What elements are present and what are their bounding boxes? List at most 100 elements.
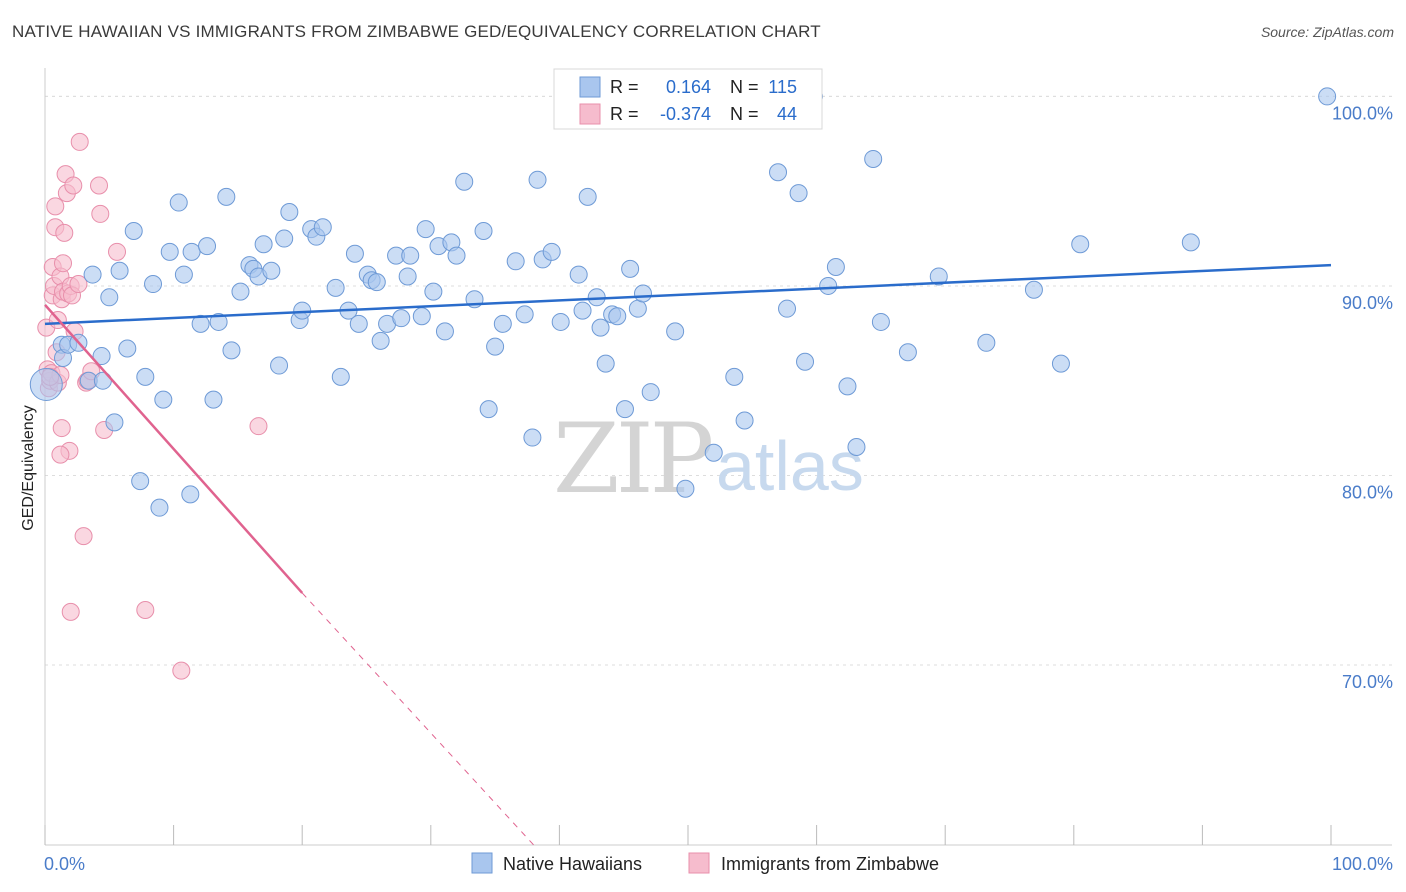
data-point-native-hawaiian	[100, 288, 119, 307]
data-point-native-hawaiian	[412, 307, 431, 326]
data-point-native-hawaiian	[401, 246, 420, 265]
data-point-native-hawaiian	[796, 352, 815, 371]
x-tick-label: 0.0%	[44, 854, 85, 874]
y-tick-label: 80.0%	[1342, 482, 1393, 502]
data-point-native-hawaiian	[83, 265, 102, 284]
data-point-native-hawaiian	[313, 218, 332, 237]
data-point-native-hawaiian	[1181, 233, 1200, 252]
data-point-native-hawaiian	[154, 390, 173, 409]
y-tick-label: 70.0%	[1342, 672, 1393, 692]
data-point-native-hawaiian	[270, 356, 289, 375]
data-point-native-hawaiian	[1024, 280, 1043, 299]
data-point-native-hawaiian	[735, 411, 754, 430]
data-point-native-hawaiian	[222, 341, 241, 360]
data-point-native-hawaiian	[398, 267, 417, 286]
data-point-zimbabwe	[74, 527, 93, 546]
data-point-native-hawaiian	[204, 390, 223, 409]
data-point-native-hawaiian	[666, 322, 685, 341]
data-point-native-hawaiian	[367, 273, 386, 292]
data-point-zimbabwe	[46, 197, 65, 216]
legend-n-value-1: 115	[768, 77, 797, 97]
data-point-native-hawaiian	[725, 367, 744, 386]
data-point-native-hawaiian	[124, 221, 143, 240]
data-point-native-hawaiian	[826, 257, 845, 276]
data-point-native-hawaiian	[569, 265, 588, 284]
data-point-native-hawaiian	[641, 383, 660, 402]
data-point-native-hawaiian	[551, 312, 570, 331]
data-point-native-hawaiian	[136, 367, 155, 386]
data-point-native-hawaiian	[254, 235, 273, 254]
data-point-native-hawaiian	[704, 443, 723, 462]
data-point-native-hawaiian	[275, 229, 294, 248]
stats-legend: R = 0.164 N = 115 R = -0.374 N = 44	[553, 68, 823, 130]
data-point-native-hawaiian	[182, 242, 201, 261]
legend-swatch-pink	[579, 103, 601, 125]
data-point-native-hawaiian	[191, 314, 210, 333]
data-point-native-hawaiian	[847, 438, 866, 457]
data-point-native-hawaiian	[144, 275, 163, 294]
data-point-native-hawaiian	[150, 498, 169, 517]
x-tick-label: 100.0%	[1332, 854, 1393, 874]
data-point-native-hawaiian	[977, 333, 996, 352]
data-point-zimbabwe	[249, 417, 268, 436]
data-point-native-hawaiian	[628, 299, 647, 318]
data-point-native-hawaiian	[871, 312, 890, 331]
data-point-native-hawaiian	[864, 149, 883, 168]
bottom-legend-label-1: Native Hawaiians	[503, 854, 642, 874]
data-point-zimbabwe	[136, 601, 155, 620]
data-point-zimbabwe	[64, 176, 83, 195]
trend-line-zimbabwe	[44, 304, 304, 594]
data-point-native-hawaiian	[217, 187, 236, 206]
legend-r-value-1: 0.164	[666, 77, 711, 97]
data-point-native-hawaiian	[819, 276, 838, 295]
data-point-native-hawaiian	[898, 343, 917, 362]
axes	[44, 68, 1392, 846]
watermark-zip: ZIP	[553, 403, 712, 515]
data-point-native-hawaiian	[326, 278, 345, 297]
data-point-zimbabwe	[51, 445, 70, 464]
data-point-zimbabwe	[70, 132, 89, 151]
data-point-native-hawaiian	[209, 312, 228, 331]
data-point-zimbabwe	[52, 419, 71, 438]
data-point-native-hawaiian	[392, 309, 411, 328]
data-point-native-hawaiian	[198, 237, 217, 256]
legend-r-label-1: R =	[610, 77, 639, 97]
data-point-zimbabwe	[172, 661, 191, 680]
series-immigrants-from-zimbabwe	[37, 132, 268, 680]
y-tick-label: 100.0%	[1332, 103, 1393, 123]
data-point-zimbabwe	[61, 602, 80, 621]
data-point-native-hawaiian	[486, 337, 505, 356]
legend-n-value-2: 44	[777, 104, 797, 124]
data-point-native-hawaiian	[92, 347, 111, 366]
data-point-native-hawaiian	[262, 261, 281, 280]
y-tick-label: 90.0%	[1342, 293, 1393, 313]
data-point-native-hawaiian	[1318, 87, 1337, 106]
series-native-hawaiians	[29, 87, 1337, 517]
bottom-legend: Native Hawaiians Immigrants from Zimbabw…	[471, 852, 939, 874]
data-point-zimbabwe	[55, 223, 74, 242]
data-point-native-hawaiian	[506, 252, 525, 271]
data-point-native-hawaiian	[528, 170, 547, 189]
data-point-zimbabwe	[91, 204, 110, 223]
trend-line-native-hawaiians	[44, 263, 1332, 326]
data-point-native-hawaiian	[573, 301, 592, 320]
data-point-native-hawaiian	[131, 472, 150, 491]
data-point-native-hawaiian	[29, 367, 63, 401]
bottom-legend-swatch-blue	[471, 852, 493, 874]
data-point-native-hawaiian	[523, 428, 542, 447]
data-point-native-hawaiian	[608, 307, 627, 326]
data-point-native-hawaiian	[615, 400, 634, 419]
data-point-native-hawaiian	[416, 220, 435, 239]
legend-r-value-2: -0.374	[660, 104, 711, 124]
data-point-native-hawaiian	[578, 187, 597, 206]
legend-n-label-2: N =	[730, 104, 759, 124]
data-point-native-hawaiian	[160, 242, 179, 261]
data-point-native-hawaiian	[591, 318, 610, 337]
data-point-native-hawaiian	[181, 485, 200, 504]
data-point-native-hawaiian	[110, 261, 129, 280]
data-point-zimbabwe	[90, 176, 109, 195]
x-tick-labels: 0.0% 100.0%	[44, 854, 1393, 874]
trend-lines	[44, 263, 1332, 846]
y-tick-labels: 70.0% 80.0% 90.0% 100.0%	[1332, 103, 1393, 692]
